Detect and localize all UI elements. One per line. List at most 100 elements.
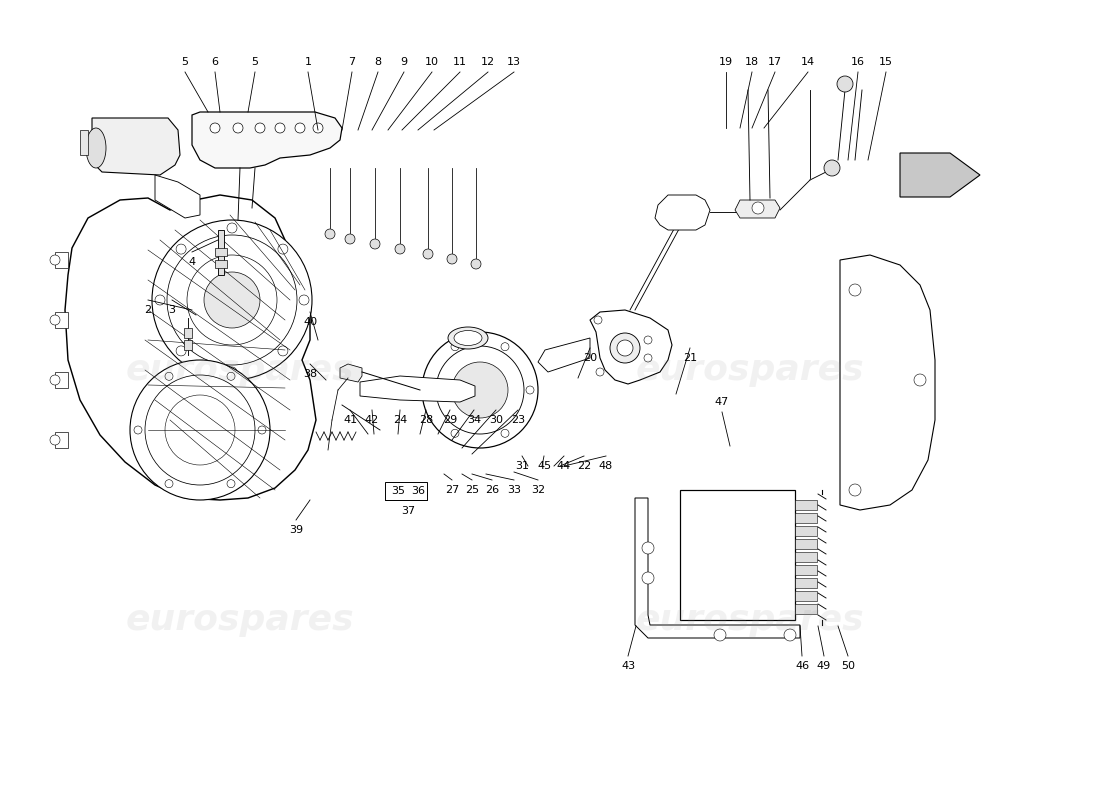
Text: 13: 13	[507, 57, 521, 67]
Circle shape	[674, 207, 690, 223]
Text: 46: 46	[795, 661, 810, 671]
Text: 4: 4	[188, 257, 196, 267]
Text: 35: 35	[390, 486, 405, 496]
Polygon shape	[55, 372, 68, 388]
Circle shape	[596, 368, 604, 376]
Text: 47: 47	[715, 397, 729, 407]
Ellipse shape	[448, 327, 488, 349]
Text: 19: 19	[719, 57, 733, 67]
Circle shape	[424, 249, 433, 259]
Circle shape	[849, 284, 861, 296]
Circle shape	[275, 123, 285, 133]
Polygon shape	[65, 195, 316, 500]
Text: 48: 48	[598, 461, 613, 471]
Text: eurospares: eurospares	[125, 353, 354, 387]
Circle shape	[50, 315, 60, 325]
Bar	[795, 500, 817, 510]
Text: 26: 26	[485, 485, 499, 495]
Circle shape	[500, 342, 509, 350]
Circle shape	[451, 430, 459, 438]
Text: 27: 27	[444, 485, 459, 495]
Circle shape	[314, 123, 323, 133]
Text: 3: 3	[168, 305, 176, 315]
Circle shape	[255, 123, 265, 133]
Circle shape	[345, 234, 355, 244]
Circle shape	[324, 229, 336, 239]
Circle shape	[227, 223, 236, 233]
Circle shape	[642, 542, 654, 554]
Text: 32: 32	[531, 485, 546, 495]
Circle shape	[752, 202, 764, 214]
Text: 49: 49	[817, 661, 832, 671]
Text: 31: 31	[515, 461, 529, 471]
Bar	[795, 539, 817, 549]
Circle shape	[610, 333, 640, 363]
Circle shape	[50, 255, 60, 265]
Circle shape	[278, 244, 288, 254]
Ellipse shape	[86, 128, 106, 168]
Polygon shape	[840, 255, 935, 510]
Circle shape	[210, 123, 220, 133]
Circle shape	[227, 480, 235, 488]
Polygon shape	[55, 312, 68, 328]
Text: 18: 18	[745, 57, 759, 67]
Circle shape	[165, 480, 173, 488]
Text: 33: 33	[507, 485, 521, 495]
Text: 45: 45	[537, 461, 551, 471]
Bar	[795, 526, 817, 536]
Text: 9: 9	[400, 57, 408, 67]
Text: 5: 5	[182, 57, 188, 67]
Text: eurospares: eurospares	[125, 603, 354, 637]
Circle shape	[167, 235, 297, 365]
Circle shape	[370, 239, 379, 249]
Polygon shape	[900, 153, 980, 197]
Polygon shape	[192, 112, 342, 168]
Text: 14: 14	[801, 57, 815, 67]
Text: 38: 38	[302, 369, 317, 379]
Text: 21: 21	[683, 353, 697, 363]
Circle shape	[152, 220, 312, 380]
Text: 29: 29	[443, 415, 458, 425]
Text: eurospares: eurospares	[636, 353, 865, 387]
Bar	[214, 248, 227, 256]
Circle shape	[395, 244, 405, 254]
Circle shape	[134, 426, 142, 434]
Circle shape	[642, 572, 654, 584]
Circle shape	[452, 362, 508, 418]
Bar	[385, 482, 427, 500]
Text: 12: 12	[481, 57, 495, 67]
Polygon shape	[55, 252, 68, 268]
Circle shape	[644, 354, 652, 362]
Circle shape	[837, 76, 852, 92]
Bar	[795, 578, 817, 588]
Circle shape	[299, 295, 309, 305]
Text: 37: 37	[400, 506, 415, 516]
Circle shape	[227, 372, 235, 380]
Circle shape	[784, 629, 796, 641]
Bar	[795, 565, 817, 575]
Polygon shape	[590, 310, 672, 384]
Text: 22: 22	[576, 461, 591, 471]
Bar	[795, 552, 817, 562]
Circle shape	[165, 372, 173, 380]
Text: 16: 16	[851, 57, 865, 67]
Polygon shape	[635, 498, 800, 638]
Text: 28: 28	[419, 415, 433, 425]
Circle shape	[233, 123, 243, 133]
Circle shape	[258, 426, 266, 434]
Polygon shape	[55, 432, 68, 448]
Circle shape	[187, 255, 277, 345]
Polygon shape	[92, 118, 180, 175]
Text: 30: 30	[490, 415, 503, 425]
Text: 2: 2	[144, 305, 152, 315]
Bar	[795, 591, 817, 601]
Bar	[680, 490, 795, 620]
Text: eurospares: eurospares	[636, 603, 865, 637]
Circle shape	[176, 346, 186, 356]
Circle shape	[165, 395, 235, 465]
Circle shape	[500, 430, 509, 438]
Circle shape	[50, 375, 60, 385]
Text: 40: 40	[302, 317, 317, 327]
Text: 7: 7	[349, 57, 355, 67]
Circle shape	[447, 254, 456, 264]
